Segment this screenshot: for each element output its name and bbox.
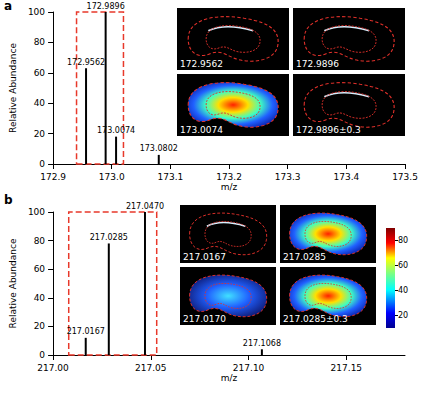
svg-text:60: 60 xyxy=(34,68,46,78)
svg-text:80: 80 xyxy=(34,37,46,47)
svg-text:173.1: 173.1 xyxy=(158,172,184,182)
svg-text:173.0: 173.0 xyxy=(99,172,125,182)
svg-text:40: 40 xyxy=(398,286,408,295)
svg-text:100: 100 xyxy=(28,207,45,217)
html-text:173.0074: 173.0074 xyxy=(180,125,223,135)
html-text:172.9562: 172.9562 xyxy=(180,59,223,69)
svg-text:217.0470: 217.0470 xyxy=(126,202,164,211)
svg-text:20: 20 xyxy=(398,311,408,320)
svg-text:0: 0 xyxy=(39,159,45,169)
svg-text:172.9896: 172.9896 xyxy=(87,2,125,11)
svg-text:173.0074: 173.0074 xyxy=(97,126,135,135)
svg-text:40: 40 xyxy=(34,98,46,108)
svg-text:m/z: m/z xyxy=(221,373,238,383)
svg-text:173.4: 173.4 xyxy=(333,172,359,182)
html-text:172.9896±0.3: 172.9896±0.3 xyxy=(296,125,361,135)
svg-text:172.9562: 172.9562 xyxy=(67,58,105,67)
svg-text:b: b xyxy=(4,193,13,207)
svg-text:20: 20 xyxy=(34,321,46,331)
svg-text:217.0285: 217.0285 xyxy=(90,233,128,242)
svg-text:217.0167: 217.0167 xyxy=(67,327,105,336)
svg-text:217.1068: 217.1068 xyxy=(243,339,281,348)
svg-text:m/z: m/z xyxy=(221,182,238,192)
svg-text:Relative Abundance: Relative Abundance xyxy=(8,238,18,328)
svg-text:a: a xyxy=(4,0,12,13)
svg-text:173.2: 173.2 xyxy=(216,172,242,182)
svg-text:80: 80 xyxy=(34,236,46,246)
svg-text:173.0802: 173.0802 xyxy=(140,144,178,153)
svg-text:217.05: 217.05 xyxy=(135,363,167,373)
svg-text:217.10: 217.10 xyxy=(233,363,265,373)
html-text:172.9896: 172.9896 xyxy=(296,59,339,69)
html-text:217.0285: 217.0285 xyxy=(283,252,326,262)
svg-text:172.9: 172.9 xyxy=(40,172,66,182)
svg-text:0: 0 xyxy=(39,350,45,360)
svg-text:20: 20 xyxy=(34,129,46,139)
html-text:217.0167: 217.0167 xyxy=(183,252,226,262)
svg-text:40: 40 xyxy=(34,293,46,303)
svg-text:217.00: 217.00 xyxy=(37,363,69,373)
svg-text:60: 60 xyxy=(398,261,408,270)
html-text:217.0170: 217.0170 xyxy=(183,314,226,324)
svg-text:80: 80 xyxy=(398,236,408,245)
html-text:217.0285±0.3: 217.0285±0.3 xyxy=(283,314,348,324)
svg-text:60: 60 xyxy=(34,264,46,274)
svg-text:173.3: 173.3 xyxy=(275,172,301,182)
svg-text:100: 100 xyxy=(28,7,45,17)
svg-text:173.5: 173.5 xyxy=(392,172,418,182)
svg-text:217.15: 217.15 xyxy=(331,363,363,373)
svg-text:Relative Abundance: Relative Abundance xyxy=(8,43,18,133)
